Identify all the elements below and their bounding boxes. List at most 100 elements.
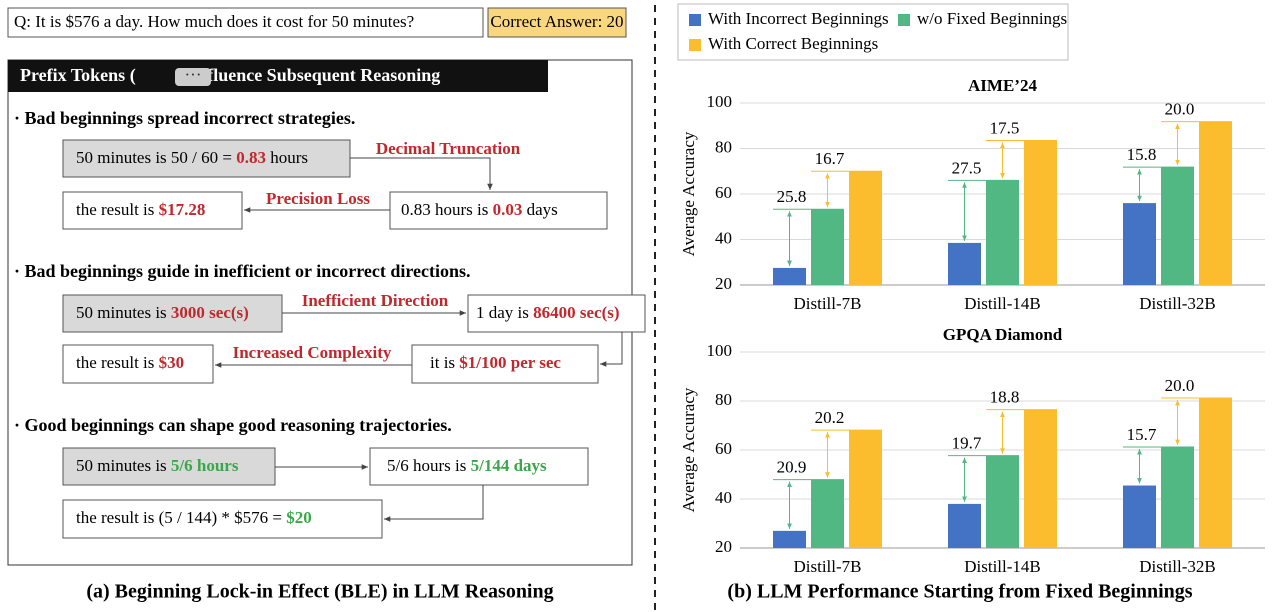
section-heading: · Bad beginnings spread incorrect strate… xyxy=(14,108,355,128)
step-text: 50 minutes is xyxy=(76,456,171,475)
legend-swatch xyxy=(689,14,701,26)
y-tick-label: 60 xyxy=(715,183,732,202)
header: Prefix Tokens ( ) Influence Subsequent Re… xyxy=(20,65,440,86)
step-text: the result is xyxy=(76,353,159,372)
y-tick-label: 80 xyxy=(715,137,732,156)
step-box xyxy=(389,191,608,230)
step-em: $20 xyxy=(286,508,312,527)
step: 1 day is 86400 sec(s) xyxy=(476,303,620,322)
caption: (a) Beginning Lock-in Effect (BLE) in LL… xyxy=(86,581,553,603)
step-text: the result is (5 / 144) * $576 = xyxy=(76,508,286,527)
legend-swatch xyxy=(689,39,701,51)
x-tick-label: Distill-32B xyxy=(1139,294,1216,313)
step-text: 5/6 hours is xyxy=(387,456,471,475)
arrow xyxy=(350,157,493,190)
y-tick-label: 80 xyxy=(715,390,732,409)
bar xyxy=(948,503,981,548)
bar xyxy=(849,430,882,548)
bar xyxy=(773,267,806,285)
bar xyxy=(811,209,844,285)
answer-box xyxy=(487,7,627,38)
step-text: 50 minutes is xyxy=(76,303,171,322)
gain-label: 20.0 xyxy=(1165,376,1195,395)
step-box xyxy=(411,344,599,384)
x-tick-label: Distill-7B xyxy=(793,294,861,313)
bar xyxy=(1123,203,1156,285)
bar xyxy=(948,242,981,285)
step-em: 86400 sec(s) xyxy=(533,303,619,322)
arrow-label: Inefficient Direction xyxy=(302,291,449,310)
step-em: 5/144 days xyxy=(471,456,547,475)
header-bar xyxy=(8,60,548,92)
gain-label: 18.8 xyxy=(990,387,1020,406)
left-panel: Q: It is $576 a day. How much does it co… xyxy=(7,7,646,603)
step-em: 0.83 xyxy=(236,148,266,167)
step-em: 3000 sec(s) xyxy=(171,303,249,322)
header-before: Prefix Tokens ( xyxy=(20,65,136,86)
step-text: 50 minutes is 50 / 60 = xyxy=(76,148,236,167)
bar xyxy=(986,180,1019,285)
y-tick-label: 60 xyxy=(715,439,732,458)
y-tick-label: 40 xyxy=(715,488,732,507)
step-em: 0.03 xyxy=(493,200,523,219)
section-heading: · Bad beginnings guide in inefficient or… xyxy=(14,261,471,281)
bar xyxy=(1024,140,1057,285)
bar xyxy=(811,479,844,548)
step: the result is (5 / 144) * $576 = $20 xyxy=(76,508,312,527)
step: 0.83 hours is 0.03 days xyxy=(401,200,558,219)
step-tail: hours xyxy=(266,148,308,167)
gain-label: 17.5 xyxy=(990,118,1020,137)
question-box xyxy=(7,7,484,38)
step-em: $30 xyxy=(159,353,185,372)
step: the result is $17.28 xyxy=(76,200,205,219)
gain-label: 25.8 xyxy=(777,187,807,206)
arrow xyxy=(384,485,484,522)
step: 50 minutes is 50 / 60 = 0.83 hours xyxy=(76,148,308,167)
gain-label: 20.9 xyxy=(777,458,807,477)
step: it is $1/100 per sec xyxy=(430,353,561,372)
bar xyxy=(1123,485,1156,548)
step-box xyxy=(467,294,646,333)
step: 5/6 hours is 5/144 days xyxy=(387,456,547,475)
step-box xyxy=(369,447,589,486)
bar xyxy=(986,455,1019,548)
token-dots: ··· xyxy=(185,65,202,84)
arrow-label: Precision Loss xyxy=(266,189,370,208)
y-tick-label: 20 xyxy=(715,274,732,293)
step: the result is $30 xyxy=(76,353,184,372)
arrow xyxy=(600,332,623,367)
step: 50 minutes is 5/6 hours xyxy=(76,456,239,475)
step: 50 minutes is 3000 sec(s) xyxy=(76,303,249,322)
answer: Correct Answer: 20 xyxy=(490,12,623,31)
legend-label: With Correct Beginnings xyxy=(708,34,878,53)
arrow-label: Increased Complexity xyxy=(233,343,392,362)
y-axis-label: Average Accuracy xyxy=(679,387,698,512)
step-text: the result is xyxy=(76,200,159,219)
x-tick-label: Distill-32B xyxy=(1139,557,1216,576)
step-box xyxy=(62,499,383,539)
y-axis-label: Average Accuracy xyxy=(679,131,698,256)
y-tick-label: 100 xyxy=(707,341,733,360)
step-em: $1/100 per sec xyxy=(459,353,561,372)
bar xyxy=(773,530,806,548)
y-tick-label: 40 xyxy=(715,228,732,247)
bar xyxy=(1199,121,1232,285)
token-icon xyxy=(175,68,211,86)
step-em: 5/6 hours xyxy=(171,456,239,475)
gain-label: 15.7 xyxy=(1127,425,1157,444)
x-tick-label: Distill-7B xyxy=(793,557,861,576)
legend-label: With Incorrect Beginnings xyxy=(708,9,889,28)
step-text: 0.83 hours is xyxy=(401,200,493,219)
header-after: ) Influence Subsequent Reasoning xyxy=(180,65,441,86)
gain-label: 27.5 xyxy=(952,158,982,177)
legend-label: w/o Fixed Beginnings xyxy=(917,9,1067,28)
bar xyxy=(1199,398,1232,548)
legend-swatch xyxy=(898,14,910,26)
caption: (b) LLM Performance Starting from Fixed … xyxy=(727,581,1192,603)
chart-title: AIME’24 xyxy=(968,76,1037,95)
step-box xyxy=(62,294,283,333)
step-text: 1 day is xyxy=(476,303,533,322)
step-box xyxy=(62,191,243,230)
step-box xyxy=(62,447,276,486)
arrow-label: Decimal Truncation xyxy=(376,139,521,158)
